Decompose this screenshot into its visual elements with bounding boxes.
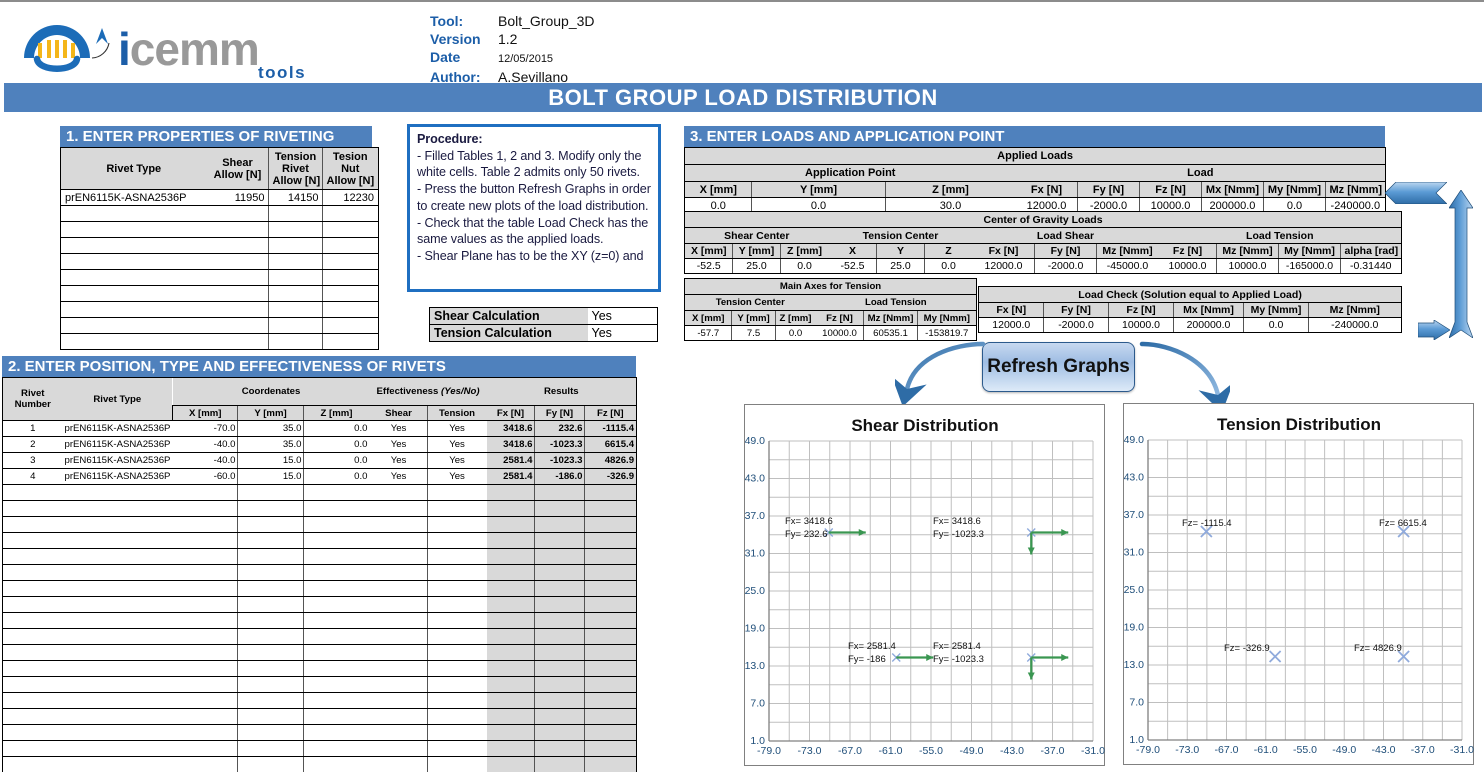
svg-text:-43.0: -43.0 [1372, 744, 1396, 756]
svg-text:7.0: 7.0 [1129, 697, 1144, 709]
svg-text:-67.0: -67.0 [1215, 744, 1239, 756]
svg-text:37.0: 37.0 [745, 510, 765, 522]
svg-text:-31.0: -31.0 [1450, 744, 1474, 756]
svg-text:Tension Distribution: Tension Distribution [1217, 415, 1381, 434]
svg-text:-79.0: -79.0 [1136, 744, 1160, 756]
svg-text:31.0: 31.0 [1124, 547, 1144, 559]
svg-text:-49.0: -49.0 [960, 745, 984, 757]
svg-text:Fy= -1023.3: Fy= -1023.3 [933, 654, 984, 665]
svg-text:Fz= -1115.4: Fz= -1115.4 [1182, 518, 1232, 529]
svg-text:49.0: 49.0 [745, 435, 765, 447]
svg-text:-73.0: -73.0 [798, 745, 822, 757]
svg-text:Fz= 6615.4: Fz= 6615.4 [1379, 518, 1427, 529]
svg-text:37.0: 37.0 [1124, 509, 1144, 521]
svg-text:-37.0: -37.0 [1041, 745, 1065, 757]
svg-text:-49.0: -49.0 [1332, 744, 1356, 756]
svg-text:-43.0: -43.0 [1000, 745, 1024, 757]
svg-text:43.0: 43.0 [745, 473, 765, 485]
svg-text:Fy= 232.6: Fy= 232.6 [785, 529, 828, 540]
svg-text:25.0: 25.0 [745, 585, 765, 597]
svg-text:Fy= -186: Fy= -186 [848, 654, 886, 665]
svg-text:-79.0: -79.0 [757, 745, 781, 757]
svg-text:13.0: 13.0 [1124, 659, 1144, 671]
svg-text:-55.0: -55.0 [919, 745, 943, 757]
svg-text:31.0: 31.0 [745, 548, 765, 560]
svg-text:-55.0: -55.0 [1293, 744, 1317, 756]
svg-text:Fz= -326.9: Fz= -326.9 [1224, 643, 1270, 654]
svg-text:25.0: 25.0 [1124, 584, 1144, 596]
svg-text:-73.0: -73.0 [1175, 744, 1199, 756]
svg-text:Fx= 3418.6: Fx= 3418.6 [933, 516, 981, 527]
svg-text:Fx= 2581.4: Fx= 2581.4 [933, 641, 981, 652]
svg-text:19.0: 19.0 [1124, 622, 1144, 634]
svg-text:7.0: 7.0 [750, 698, 765, 710]
svg-text:49.0: 49.0 [1124, 434, 1144, 446]
svg-text:-67.0: -67.0 [838, 745, 862, 757]
svg-text:Fx= 2581.4: Fx= 2581.4 [848, 641, 896, 652]
svg-text:-61.0: -61.0 [1254, 744, 1278, 756]
svg-text:Shear Distribution: Shear Distribution [851, 416, 998, 435]
svg-text:-37.0: -37.0 [1411, 744, 1435, 756]
svg-text:Fz= 4826.9: Fz= 4826.9 [1354, 643, 1402, 654]
svg-text:43.0: 43.0 [1124, 472, 1144, 484]
svg-text:-31.0: -31.0 [1081, 745, 1105, 757]
svg-text:Fy= -1023.3: Fy= -1023.3 [933, 529, 984, 540]
svg-text:19.0: 19.0 [745, 623, 765, 635]
svg-text:Fx= 3418.6: Fx= 3418.6 [785, 516, 833, 527]
svg-text:-61.0: -61.0 [879, 745, 903, 757]
svg-text:13.0: 13.0 [745, 660, 765, 672]
